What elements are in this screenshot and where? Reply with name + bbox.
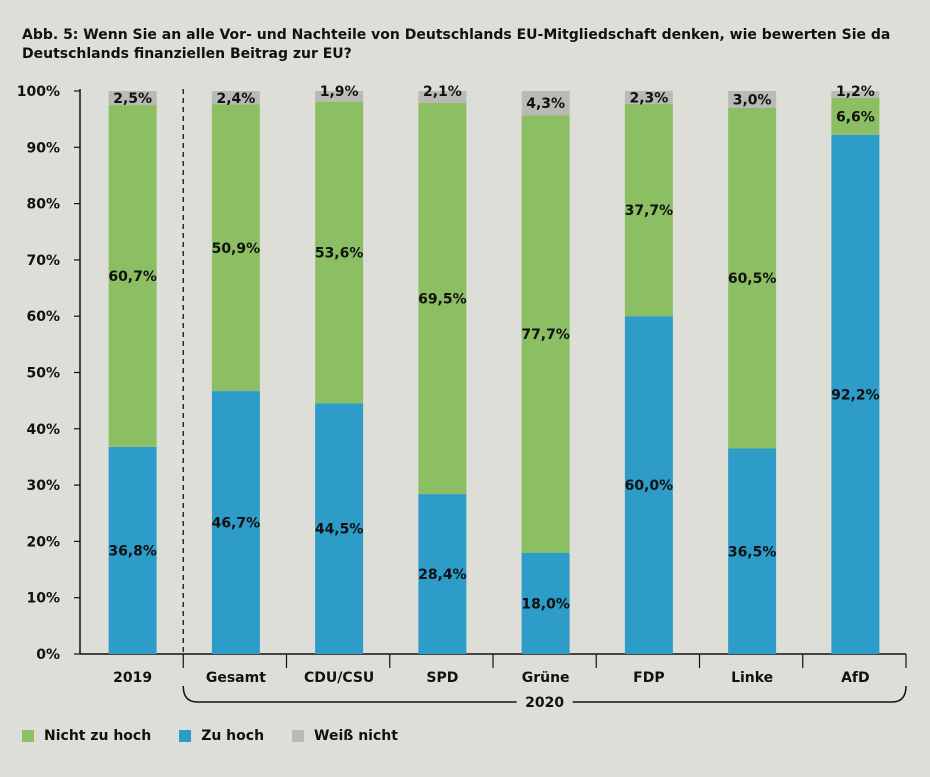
bar-zu-hoch-fdp bbox=[624, 316, 673, 654]
bar-wei-nicht-gr-ne bbox=[521, 91, 570, 116]
bar-zu-hoch-cdu-csu bbox=[315, 403, 364, 654]
bar-nicht-zu-hoch-afd bbox=[831, 97, 880, 135]
data-label-zu-hoch: 46,7% bbox=[212, 516, 261, 532]
data-label-weiss-nicht: 4,3% bbox=[526, 96, 565, 112]
legend-label-weiss-nicht: Weiß nicht bbox=[314, 728, 398, 744]
x-tick-label-linke: Linke bbox=[731, 670, 773, 686]
data-label-nicht-zu-hoch: 77,7% bbox=[521, 327, 570, 343]
bar-nicht-zu-hoch-linke bbox=[728, 107, 777, 449]
data-label-zu-hoch: 28,4% bbox=[418, 567, 467, 583]
legend: Nicht zu hoch Zu hoch Weiß nicht bbox=[22, 728, 398, 744]
x-tick-label-fdp: FDP bbox=[633, 670, 664, 686]
legend-item-nicht-zu-hoch: Nicht zu hoch bbox=[22, 728, 151, 744]
bar-wei-nicht-fdp bbox=[624, 91, 673, 104]
bar-wei-nicht-cdu-csu bbox=[315, 91, 364, 102]
bar-nicht-zu-hoch-gr-ne bbox=[521, 115, 570, 553]
y-tick-label: 60% bbox=[26, 309, 60, 325]
y-tick-label: 50% bbox=[26, 366, 60, 382]
data-label-weiss-nicht: 1,9% bbox=[320, 84, 359, 100]
bar-wei-nicht-afd bbox=[831, 91, 880, 98]
x-tick-label-afd: AfD bbox=[841, 670, 870, 686]
y-tick-label: 90% bbox=[26, 140, 60, 156]
bar-wei-nicht-linke bbox=[728, 91, 777, 108]
x-tick-label-spd: SPD bbox=[426, 670, 458, 686]
x-tick-label-gesamt: Gesamt bbox=[206, 670, 266, 686]
x-tick-label-2019: 2019 bbox=[113, 670, 152, 686]
legend-item-zu-hoch: Zu hoch bbox=[179, 728, 264, 744]
bar-wei-nicht-spd bbox=[418, 91, 467, 103]
data-label-weiss-nicht: 1,2% bbox=[836, 84, 875, 100]
y-tick-label: 80% bbox=[26, 197, 60, 213]
bar-zu-hoch-afd bbox=[831, 134, 880, 654]
data-label-weiss-nicht: 3,0% bbox=[733, 92, 772, 108]
data-label-weiss-nicht: 2,4% bbox=[216, 91, 255, 107]
data-label-nicht-zu-hoch: 69,5% bbox=[418, 291, 467, 307]
bar-nicht-zu-hoch-gesamt bbox=[211, 104, 260, 392]
data-label-zu-hoch: 44,5% bbox=[315, 522, 364, 538]
y-tick-label: 20% bbox=[26, 534, 60, 550]
bar-nicht-zu-hoch-2019 bbox=[108, 105, 157, 447]
data-label-nicht-zu-hoch: 60,5% bbox=[728, 271, 777, 287]
y-tick-label: 30% bbox=[26, 478, 60, 494]
data-label-zu-hoch: 18,0% bbox=[521, 596, 570, 612]
legend-swatch-zu-hoch bbox=[179, 730, 192, 742]
data-label-nicht-zu-hoch: 60,7% bbox=[108, 269, 157, 285]
legend-label-zu-hoch: Zu hoch bbox=[201, 728, 265, 744]
data-label-nicht-zu-hoch: 50,9% bbox=[212, 241, 261, 257]
legend-swatch-weiss-nicht bbox=[292, 730, 305, 742]
x-tick-label-cdu-csu: CDU/CSU bbox=[304, 670, 374, 686]
y-tick-label: 40% bbox=[26, 422, 60, 438]
x-tick-label-gr-ne: Grüne bbox=[522, 670, 570, 686]
stacked-bar-chart: 0% 10% 20% 30% 40% 50% 60% 70% 80% 90% 100% 36,8% 60… bbox=[17, 84, 907, 712]
legend-label-nicht-zu-hoch: Nicht zu hoch bbox=[44, 728, 152, 744]
legend-item-weiss-nicht: Weiß nicht bbox=[292, 728, 398, 744]
data-label-zu-hoch: 36,5% bbox=[728, 544, 777, 560]
data-label-nicht-zu-hoch: 53,6% bbox=[315, 246, 364, 262]
data-label-weiss-nicht: 2,3% bbox=[629, 90, 668, 106]
y-tick-label: 70% bbox=[26, 253, 60, 269]
group-label-2020: 2020 bbox=[525, 695, 564, 711]
data-label-zu-hoch: 60,0% bbox=[625, 478, 674, 494]
bar-nicht-zu-hoch-fdp bbox=[624, 103, 673, 317]
group-label-background bbox=[516, 692, 573, 712]
data-label-nicht-zu-hoch: 6,6% bbox=[836, 109, 875, 125]
bar-zu-hoch-linke bbox=[728, 448, 777, 654]
y-tick-label: 10% bbox=[26, 591, 60, 607]
legend-swatch-nicht-zu-hoch bbox=[22, 730, 34, 742]
bar-zu-hoch-2019 bbox=[108, 446, 157, 654]
bar-zu-hoch-gesamt bbox=[211, 391, 260, 654]
bar-nicht-zu-hoch-spd bbox=[418, 102, 467, 495]
y-tick-label: 100% bbox=[17, 84, 60, 100]
bar-wei-nicht-gesamt bbox=[211, 91, 260, 105]
data-label-zu-hoch: 92,2% bbox=[831, 387, 880, 403]
data-label-weiss-nicht: 2,5% bbox=[113, 91, 152, 107]
chart-title: Abb. 5: Wenn Sie an alle Vor- und Nachte… bbox=[22, 27, 891, 62]
bar-wei-nicht-2019 bbox=[108, 91, 157, 106]
y-tick-label: 0% bbox=[36, 647, 60, 663]
data-label-zu-hoch: 36,8% bbox=[108, 543, 157, 559]
bar-zu-hoch-spd bbox=[418, 494, 467, 654]
data-label-weiss-nicht: 2,1% bbox=[423, 84, 462, 100]
bar-zu-hoch-gr-ne bbox=[521, 552, 570, 654]
data-label-nicht-zu-hoch: 37,7% bbox=[625, 203, 674, 219]
bar-nicht-zu-hoch-cdu-csu bbox=[315, 101, 364, 404]
